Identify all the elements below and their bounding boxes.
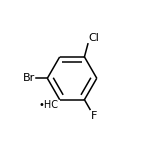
Text: Br: Br	[23, 73, 36, 83]
Text: F: F	[91, 111, 97, 121]
Text: Cl: Cl	[88, 33, 99, 43]
Text: •HC: •HC	[39, 100, 59, 110]
